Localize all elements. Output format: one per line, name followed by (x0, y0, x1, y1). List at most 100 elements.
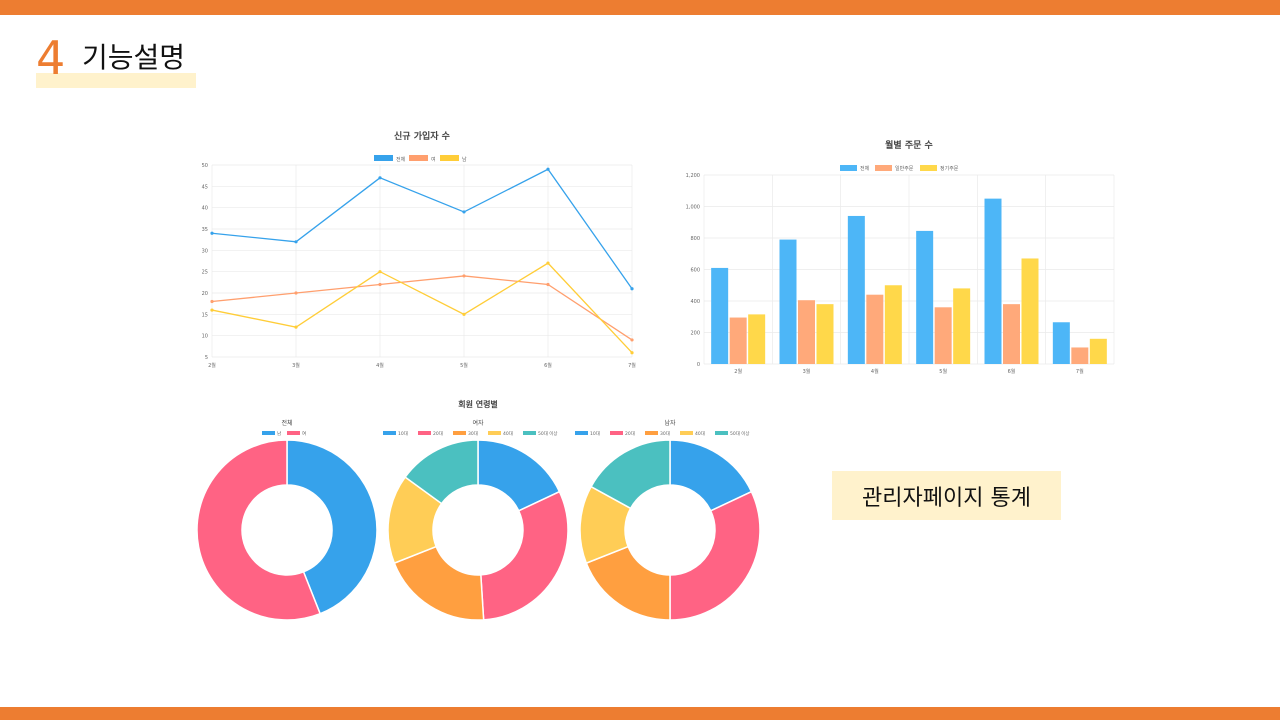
bar-chart-title: 월별 주문 수 (885, 139, 933, 151)
doughnut-slice-2-4 (590, 439, 671, 510)
bar-1-4 (1003, 304, 1020, 364)
doughnut-title-2: 남자 (664, 419, 676, 427)
y-tick-label: 400 (690, 299, 700, 305)
data-point-1-5 (630, 338, 634, 342)
series-line-0 (211, 168, 633, 290)
admin-stats-callout: 관리자페이지 통계 (832, 471, 1061, 520)
legend-label-0: 전체 (860, 165, 870, 172)
section-title: 기능설명 (82, 41, 186, 74)
data-point-2-3 (462, 312, 466, 316)
data-point-0-4 (546, 167, 550, 171)
legend-swatch-1 (875, 165, 892, 171)
x-tick-label: 2월 (208, 362, 216, 369)
section-number: 4 (36, 31, 66, 85)
doughnut-legend-label-2-2: 30대 (660, 430, 670, 437)
bar-1-3 (934, 307, 952, 364)
data-point-0-2 (378, 176, 382, 180)
doughnut-legend-swatch-2-0 (575, 431, 588, 435)
bar-1-0 (729, 317, 747, 364)
series-line-2 (211, 262, 633, 354)
doughnut-legend-swatch-1-3 (488, 431, 501, 435)
y-tick-label: 10 (202, 334, 208, 340)
doughnut-legend-label-2-3: 40대 (695, 430, 705, 437)
x-tick-label: 5월 (460, 362, 468, 369)
data-point-0-0 (210, 231, 214, 235)
legend-swatch-0 (840, 165, 857, 171)
doughnut-title-1: 여자 (472, 419, 484, 427)
data-point-1-3 (462, 274, 466, 278)
bar-2-3 (953, 288, 971, 364)
data-point-1-4 (546, 282, 550, 287)
doughnut-legend-swatch-1-4 (523, 431, 536, 435)
x-tick-label: 4월 (376, 362, 384, 369)
doughnut-title-0: 전체 (281, 419, 292, 427)
line-chart-title: 신규 가입자 수 (394, 130, 450, 142)
doughnut-legend-swatch-1-1 (418, 431, 431, 435)
legend-label-1: 일반주문 (895, 165, 914, 172)
legend-swatch-0 (374, 155, 393, 161)
bar-0-3 (916, 230, 934, 364)
x-tick-label: 3월 (803, 368, 811, 375)
doughnut-slice-2-1 (669, 490, 761, 621)
data-point-1-2 (378, 282, 382, 287)
doughnut-legend-label-0-1: 여 (302, 430, 306, 437)
data-point-2-1 (294, 325, 298, 329)
legend-label-2: 남 (462, 156, 467, 163)
top-accent-bar (0, 0, 1280, 15)
doughnut-legend-label-2-0: 10대 (590, 430, 600, 437)
data-point-2-5 (630, 351, 634, 355)
doughnut-legend-swatch-1-0 (383, 431, 396, 435)
bar-2-5 (1089, 338, 1107, 364)
data-point-2-4 (546, 261, 550, 265)
x-tick-label: 7월 (628, 362, 636, 369)
doughnut-legend-label-2-1: 20대 (625, 430, 635, 437)
y-tick-label: 600 (690, 268, 700, 274)
y-tick-label: 20 (202, 291, 208, 297)
data-point-2-0 (210, 308, 214, 312)
y-tick-label: 15 (202, 312, 208, 318)
doughnut-slice-1-4 (404, 439, 479, 505)
doughnut-legend-swatch-2-1 (610, 431, 623, 435)
y-tick-label: 25 (202, 270, 208, 276)
legend-swatch-2 (920, 165, 937, 171)
legend-swatch-2 (440, 155, 459, 161)
doughnut-legend-label-1-3: 40대 (503, 430, 513, 437)
legend-label-0: 전체 (396, 156, 406, 163)
bar-2-2 (884, 285, 902, 364)
bar-2-1 (816, 304, 834, 364)
doughnut-legend-swatch-2-3 (680, 431, 693, 435)
bar-1-1 (798, 300, 815, 364)
doughnut-legend-label-0-0: 남 (277, 430, 281, 437)
y-tick-label: 35 (202, 227, 208, 233)
doughnut-legend-label-1-4: 50대 이상 (538, 430, 558, 437)
series-line-1 (211, 275, 633, 341)
doughnut-slice-0-1 (196, 439, 322, 621)
y-tick-label: 40 (202, 206, 208, 212)
doughnut-legend-swatch-2-2 (645, 431, 658, 435)
legend-swatch-1 (409, 155, 428, 161)
y-tick-label: 5 (205, 355, 208, 361)
doughnut-legend-swatch-1-2 (453, 431, 466, 435)
title-highlight (36, 73, 196, 88)
doughnut-slice-1-1 (480, 490, 569, 621)
data-point-1-0 (210, 299, 214, 304)
legend-label-2: 정기주문 (940, 165, 959, 172)
data-point-0-5 (630, 287, 634, 291)
x-tick-label: 5월 (939, 368, 947, 375)
y-tick-label: 0 (697, 362, 700, 368)
y-tick-label: 45 (202, 184, 208, 190)
doughnut-legend-label-1-2: 30대 (468, 430, 478, 437)
x-tick-label: 7월 (1076, 368, 1084, 375)
doughnut-legend-label-2-4: 50대 이상 (730, 430, 750, 437)
x-tick-label: 3월 (292, 362, 300, 369)
y-tick-label: 800 (690, 236, 700, 242)
data-point-0-1 (294, 240, 298, 244)
y-tick-label: 1,000 (686, 205, 700, 211)
y-tick-label: 30 (202, 248, 208, 254)
y-tick-label: 50 (202, 163, 208, 169)
y-tick-label: 1,200 (686, 173, 700, 179)
doughnut-group-title: 회원 연령별 (458, 399, 498, 409)
